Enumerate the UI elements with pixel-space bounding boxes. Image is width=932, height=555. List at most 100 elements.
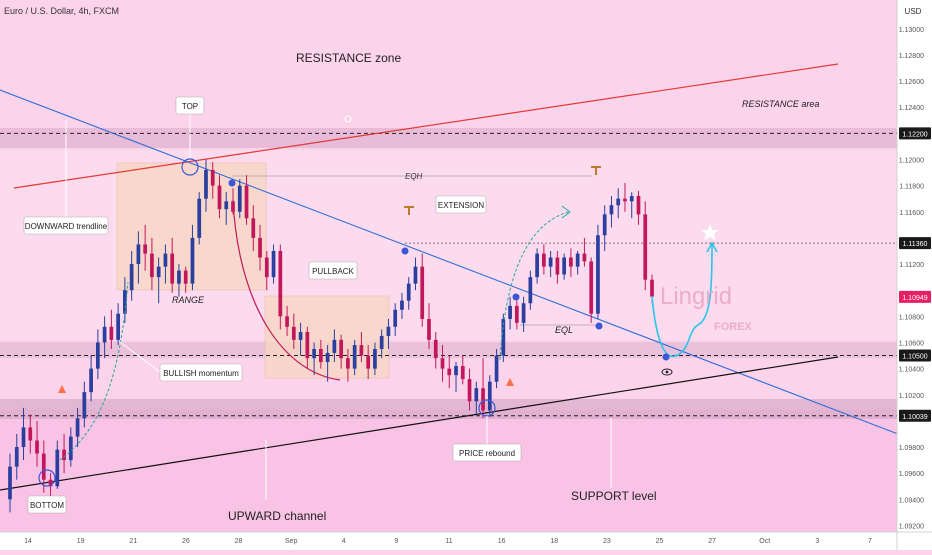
price-tick-label: 1.12000 bbox=[899, 157, 924, 164]
candle-body bbox=[393, 309, 398, 327]
candle-body bbox=[569, 257, 573, 267]
time-tick-label: 7 bbox=[868, 538, 872, 545]
candle-body bbox=[629, 196, 634, 202]
price-tick-label: 1.11600 bbox=[899, 210, 924, 217]
extension-arrow bbox=[499, 211, 569, 361]
candle-body bbox=[542, 253, 546, 267]
hammer-icon bbox=[591, 166, 601, 175]
downward-trendline bbox=[0, 89, 932, 448]
projection-path bbox=[651, 244, 713, 357]
svg-text:TOP: TOP bbox=[182, 102, 198, 111]
svg-text:PRICE rebound: PRICE rebound bbox=[459, 449, 515, 458]
svg-text:DOWNWARD trendline: DOWNWARD trendline bbox=[25, 222, 108, 231]
time-tick-label: 11 bbox=[445, 538, 452, 545]
upward-channel-label: UPWARD channel bbox=[228, 509, 326, 523]
candle-body bbox=[616, 198, 621, 206]
price-label-text: 1.10500 bbox=[902, 354, 927, 361]
candle-body bbox=[379, 335, 384, 350]
svg-text:BULLISH momentum: BULLISH momentum bbox=[163, 369, 239, 378]
brand-main: Lingrid bbox=[660, 283, 732, 310]
candle-body bbox=[508, 305, 512, 319]
candle-body bbox=[102, 326, 107, 343]
candle-body bbox=[177, 270, 181, 284]
price-tick-label: 1.09800 bbox=[899, 445, 924, 452]
candle-body bbox=[555, 257, 560, 275]
candle-body bbox=[28, 427, 33, 441]
price-tick-label: 1.11200 bbox=[899, 262, 924, 269]
eql-label: EQL bbox=[555, 325, 573, 335]
price-tick-label: 1.12400 bbox=[899, 105, 924, 112]
candle-body bbox=[596, 235, 600, 314]
candle-body bbox=[494, 355, 499, 382]
candle-body bbox=[582, 253, 587, 262]
candle-body bbox=[521, 303, 526, 323]
price-tick-label: 1.12600 bbox=[899, 79, 924, 86]
candle-body bbox=[332, 339, 337, 353]
pullback-box bbox=[264, 295, 390, 379]
candle-body bbox=[123, 290, 127, 314]
hammer-icon bbox=[404, 206, 414, 215]
candle-body bbox=[467, 379, 472, 402]
swing-marker-circle bbox=[38, 469, 56, 487]
candle-body bbox=[8, 466, 12, 500]
candle-body bbox=[454, 365, 458, 376]
candle-body bbox=[95, 342, 100, 369]
candle-body bbox=[264, 257, 269, 278]
support-level-band bbox=[0, 399, 897, 419]
candle-body bbox=[352, 345, 357, 369]
candle-body bbox=[589, 261, 594, 314]
candle-body bbox=[575, 253, 580, 267]
candle-body bbox=[312, 349, 316, 359]
candle-body bbox=[339, 339, 343, 359]
time-tick-label: Sep bbox=[285, 538, 298, 545]
time-tick-label: 19 bbox=[77, 538, 85, 545]
price-label-badge bbox=[899, 290, 931, 303]
price-tick-label: 1.12800 bbox=[899, 53, 924, 60]
top-label: TOP bbox=[175, 96, 205, 115]
candle-body bbox=[528, 277, 533, 304]
time-tick-label: 26 bbox=[182, 538, 190, 545]
candle-body bbox=[136, 244, 141, 265]
price-label-badge bbox=[899, 237, 931, 250]
resistance-area-label: RESISTANCE area bbox=[742, 99, 819, 109]
mid-support-band bbox=[0, 342, 897, 358]
candle-body bbox=[224, 201, 229, 210]
candle-body bbox=[298, 332, 303, 340]
eye-icon bbox=[661, 368, 673, 376]
time-tick-label: 23 bbox=[603, 538, 611, 545]
candle-body bbox=[55, 449, 60, 487]
upward-channel-line bbox=[0, 356, 839, 491]
candle-body bbox=[129, 264, 134, 291]
candle-body bbox=[305, 332, 310, 359]
candle-body bbox=[285, 316, 289, 327]
price-tick-label: 1.10400 bbox=[899, 367, 924, 374]
candle-body bbox=[116, 313, 120, 340]
time-tick-label: 28 bbox=[235, 538, 243, 545]
resistance-marker bbox=[344, 115, 352, 123]
time-tick-label: 9 bbox=[394, 538, 398, 545]
price-label-badge bbox=[899, 349, 931, 362]
time-tick-label: 14 bbox=[24, 538, 32, 545]
target-star-icon bbox=[701, 224, 719, 241]
symbol-title: Euro / U.S. Dollar, 4h, FXCM bbox=[4, 6, 119, 16]
time-tick-label: 4 bbox=[342, 538, 346, 545]
candle-body bbox=[68, 436, 73, 461]
candle-body bbox=[210, 169, 215, 186]
candle-body bbox=[244, 185, 249, 219]
resistance-area-band bbox=[0, 128, 897, 148]
candle-body bbox=[251, 218, 256, 238]
candle-body bbox=[474, 388, 479, 402]
pullback-arrow bbox=[232, 199, 341, 381]
time-axis-panel bbox=[0, 532, 932, 550]
touch-point-dot bbox=[595, 322, 603, 330]
candle-body bbox=[535, 253, 539, 278]
candle-body bbox=[650, 279, 654, 297]
zones-layer bbox=[0, 128, 897, 419]
candle-body bbox=[150, 253, 154, 278]
candle-body bbox=[501, 318, 506, 356]
candle-body bbox=[643, 214, 648, 280]
candle-body bbox=[237, 185, 242, 212]
price-tick-label: 1.11800 bbox=[899, 184, 924, 191]
candle-body bbox=[291, 326, 296, 340]
